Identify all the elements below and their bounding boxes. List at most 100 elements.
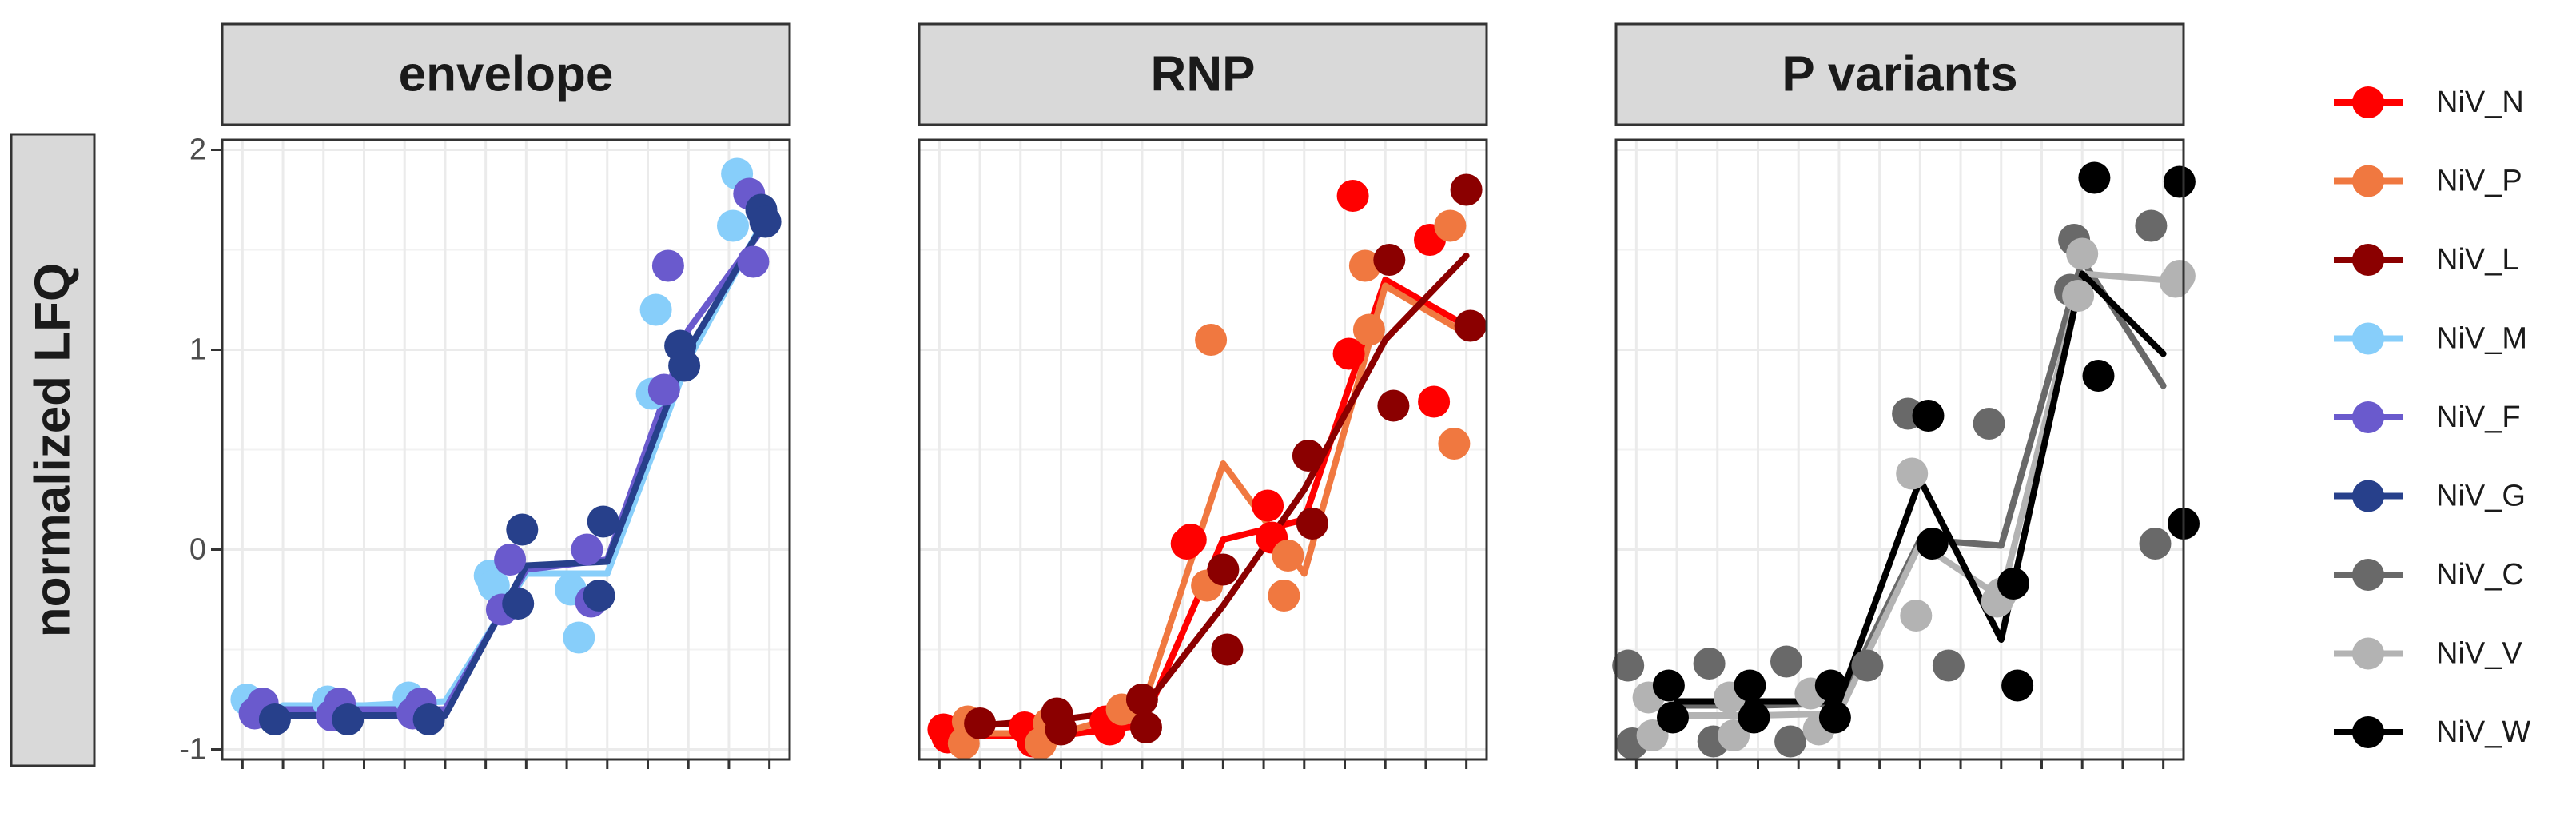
data-point-NiV_L (1373, 244, 1406, 276)
data-point-NiV_L (1450, 173, 1483, 206)
legend-item-NiV_V: NiV_V (2334, 637, 2522, 671)
data-point-NiV_G (668, 349, 701, 382)
legend-label: NiV_N (2436, 86, 2524, 119)
legend-label: NiV_M (2436, 322, 2527, 356)
legend-item-NiV_W: NiV_W (2334, 715, 2530, 749)
data-point-NiV_G (583, 580, 615, 612)
data-point-NiV_V (2066, 237, 2099, 270)
data-point-NiV_C (1932, 649, 1965, 682)
data-point-NiV_G (749, 205, 782, 238)
data-point-NiV_M (639, 293, 672, 326)
facet-panel-3: P variants (1612, 22, 2200, 769)
legend-key-point (2352, 244, 2384, 276)
y-tick-label: 1 (189, 333, 206, 367)
legend-key-point (2352, 322, 2384, 355)
data-point-NiV_W (1652, 669, 1685, 702)
data-point-NiV_W (1657, 701, 1689, 734)
legend: NiV_N NiV_P NiV_L NiV_M NiV_F NiV_G NiV_C NiV_V… (2334, 86, 2530, 749)
data-point-NiV_W (2001, 669, 2034, 702)
y-axis-label: normalized LFQ (26, 263, 81, 637)
panel-border (221, 138, 791, 761)
data-point-NiV_W (2082, 360, 2115, 392)
y-tick-label: 0 (189, 533, 206, 567)
data-point-NiV_G (258, 703, 291, 735)
legend-item-NiV_L: NiV_L (2334, 243, 2519, 277)
legend-key-point (2352, 480, 2384, 512)
data-point-NiV_V (2062, 280, 2095, 312)
legend-key-point (2352, 401, 2384, 433)
data-point-NiV_C (1774, 725, 1807, 758)
data-point-NiV_W (1818, 701, 1851, 734)
legend-label: NiV_P (2436, 165, 2522, 198)
data-point-NiV_L (1292, 440, 1324, 472)
data-point-NiV_W (2163, 165, 2196, 198)
data-point-NiV_C (2135, 209, 2168, 242)
data-point-NiV_L (1296, 508, 1328, 540)
data-point-NiV_W (1814, 669, 1847, 702)
legend-label: NiV_F (2436, 401, 2521, 434)
legend-item-NiV_P: NiV_P (2334, 165, 2522, 198)
data-point-NiV_C (2139, 528, 2172, 560)
data-point-NiV_W (1912, 400, 1945, 432)
legend-item-NiV_M: NiV_M (2334, 322, 2527, 356)
data-point-NiV_G (412, 703, 445, 735)
data-point-NiV_C (1612, 649, 1645, 682)
data-point-NiV_P (1352, 313, 1385, 346)
data-point-NiV_G (587, 505, 619, 538)
data-point-NiV_C (1973, 408, 2005, 440)
data-point-NiV_N (1418, 385, 1451, 418)
data-point-NiV_P (1348, 249, 1381, 282)
data-point-NiV_F (647, 373, 680, 406)
facet-strip (221, 22, 791, 126)
data-point-NiV_C (1851, 649, 1884, 682)
panel-border (1614, 138, 2185, 761)
data-point-NiV_G (506, 513, 539, 546)
legend-label: NiV_V (2436, 637, 2522, 671)
data-point-NiV_M (477, 569, 510, 602)
data-point-NiV_G (502, 588, 535, 620)
data-point-NiV_P (1434, 209, 1467, 242)
data-point-NiV_L (1207, 553, 1240, 586)
data-point-NiV_M (717, 209, 749, 242)
legend-label: NiV_G (2436, 480, 2526, 513)
data-point-NiV_L (1130, 711, 1162, 743)
data-point-NiV_P (1268, 580, 1300, 612)
data-point-NiV_N (1252, 489, 1284, 522)
data-point-NiV_F (651, 249, 684, 282)
data-point-NiV_F (494, 544, 527, 576)
data-point-NiV_V (2163, 260, 2196, 292)
facet-strip (918, 22, 1488, 126)
panel-border (918, 138, 1488, 761)
legend-key-point (2352, 86, 2384, 118)
data-point-NiV_V (1896, 457, 1929, 490)
data-point-NiV_L (1211, 633, 1244, 666)
data-point-NiV_L (1377, 389, 1410, 422)
legend-item-NiV_G: NiV_G (2334, 480, 2526, 513)
legend-key-point (2352, 559, 2384, 591)
legend-key-point (2352, 165, 2384, 197)
data-point-NiV_L (1454, 309, 1487, 342)
data-point-NiV_P (1272, 540, 1304, 572)
facet-strip (1614, 22, 2185, 126)
y-tick-label: -1 (179, 733, 206, 767)
legend-key-point (2352, 637, 2384, 670)
legend-item-NiV_C: NiV_C (2334, 558, 2524, 592)
data-point-NiV_W (2078, 161, 2111, 194)
data-point-NiV_P (1195, 324, 1228, 356)
data-point-NiV_F (737, 245, 770, 278)
y-tick-label: 2 (189, 134, 206, 167)
data-point-NiV_P (1438, 428, 1471, 460)
data-point-NiV_W (1734, 669, 1766, 702)
data-point-NiV_C (1770, 645, 1802, 678)
facet-panel-2: RNP (918, 22, 1488, 769)
legend-item-NiV_F: NiV_F (2334, 401, 2521, 434)
data-point-NiV_W (1738, 701, 1770, 734)
data-point-NiV_W (1997, 568, 2029, 600)
legend-key-point (2352, 716, 2384, 748)
facet-panel-1: envelope (221, 22, 791, 769)
data-point-NiV_N (1174, 524, 1207, 556)
legend-label: NiV_W (2436, 715, 2530, 749)
data-point-NiV_C (1693, 648, 1726, 680)
data-point-NiV_N (1336, 180, 1369, 212)
